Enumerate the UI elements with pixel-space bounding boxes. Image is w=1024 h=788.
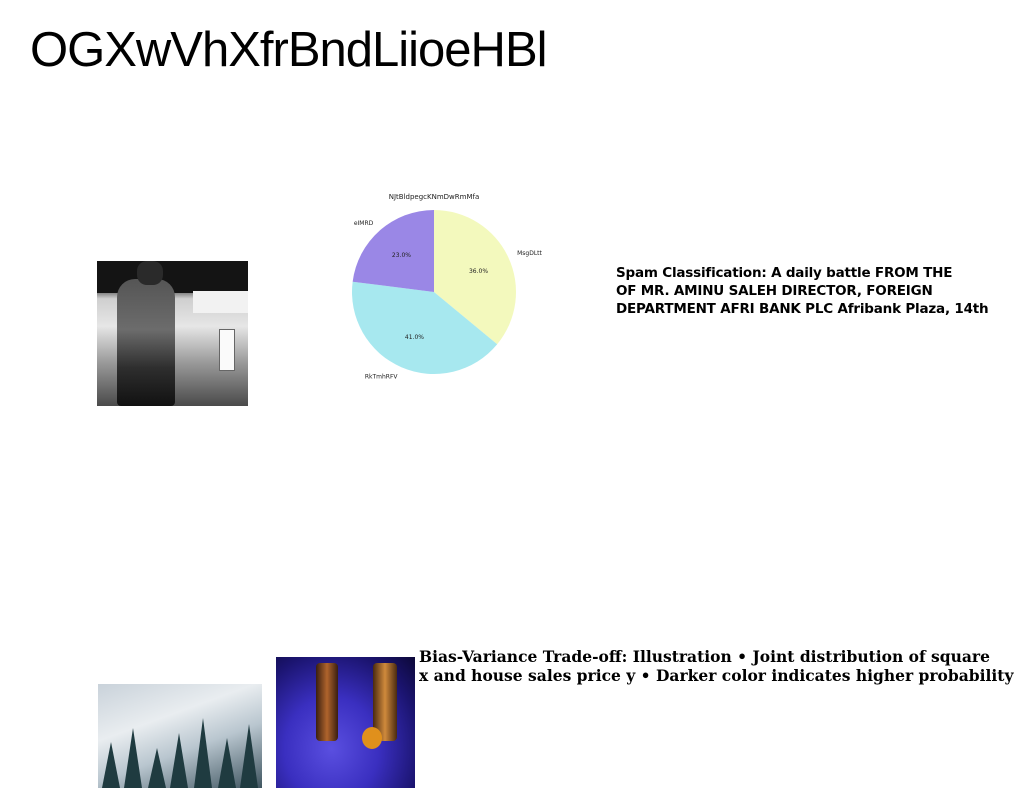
pie-label-eimrd: eIMRD: [354, 220, 374, 227]
snowy-forest-photo: [98, 684, 262, 788]
spam-line-1: Spam Classification: A daily battle FROM…: [616, 265, 953, 281]
spam-line-3: DEPARTMENT AFRI BANK PLC Afribank Plaza,…: [616, 301, 989, 317]
bottles-on-cloth-photo: [276, 657, 415, 788]
pie-pct-label-rktmhrfv: 41.0%: [405, 334, 424, 341]
bias-line-1: Bias-Variance Trade-off: Illustration • …: [419, 647, 990, 666]
chart-title: NJtBldpegcKNmDwRmMfa: [389, 193, 480, 201]
pie-pct-label-msgdltt: 36.0%: [469, 268, 488, 275]
man-in-office-photo: [97, 261, 248, 406]
pie-slice-msgdltt: [434, 210, 516, 345]
pie-label-msgdltt: MsgDLtt: [517, 250, 542, 257]
pie-slice-rktmhrfv: [352, 281, 498, 374]
bias-line-2: x and house sales price y • Darker color…: [419, 665, 1014, 685]
pie-labels: MsgDLtt 36.0% RkTmhRFV 41.0% eIMRD 23.0%: [354, 220, 543, 380]
pie-pct-label-eimrd: 23.0%: [392, 252, 411, 259]
pie-slices: [352, 210, 516, 374]
pie-label-rktmhrfv: RkTmhRFV: [365, 373, 399, 380]
spam-line-2: OF MR. AMINU SALEH DIRECTOR, FOREIGN: [616, 283, 933, 299]
page-title: OGXwVhXfrBndLiioeHBl: [30, 23, 548, 77]
pie-slice-eimrd: [352, 210, 434, 292]
spam-classification-text: Spam Classification: A daily battle FROM…: [616, 264, 1016, 318]
bias-variance-text: Bias-Variance Trade-off: Illustration • …: [419, 647, 1023, 685]
